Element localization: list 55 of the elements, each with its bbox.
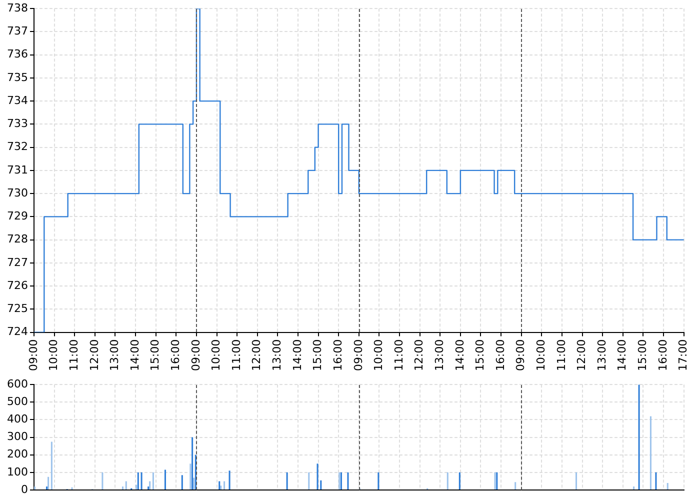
x-tick-label: 09:00 [514, 339, 528, 372]
x-tick-label: 10:00 [47, 339, 60, 372]
y-tick-label: 733 [7, 117, 28, 130]
x-tick-label: 09:00 [352, 339, 365, 372]
y-tick-label: 734 [7, 94, 28, 107]
x-tick-label: 10:00 [210, 339, 223, 372]
y-tick-label: 735 [7, 70, 28, 84]
x-tick-label: 14:00 [453, 339, 466, 372]
x-tick-label: 09:00 [26, 339, 40, 372]
y-tick-label: 738 [7, 1, 28, 14]
y-tick-label: 400 [7, 412, 28, 426]
y-tick-label: 728 [7, 232, 28, 246]
x-tick-label: 10:00 [372, 339, 386, 372]
y-tick-label: 300 [7, 430, 28, 444]
x-tick-label: 16:00 [331, 339, 344, 372]
x-tick-label: 12:00 [575, 339, 588, 372]
y-tick-label: 724 [7, 325, 28, 338]
x-tick-label: 13:00 [595, 339, 608, 372]
x-tick-label: 09:00 [189, 339, 202, 372]
x-tick-label: 11:00 [554, 339, 568, 372]
x-tick-label: 15:00 [148, 339, 162, 372]
y-tick-label: 727 [7, 256, 28, 269]
x-tick-label: 13:00 [108, 339, 122, 372]
y-tick-label: 0 [21, 482, 28, 496]
x-tick-label: 12:00 [412, 339, 426, 372]
x-tick-label: 11:00 [392, 339, 406, 372]
y-tick-label: 731 [7, 163, 28, 176]
x-tick-label: 16:00 [169, 339, 182, 372]
y-tick-label: 725 [7, 302, 28, 316]
y-tick-label: 600 [7, 377, 28, 390]
y-tick-label: 737 [7, 24, 28, 38]
x-tick-label: 15:00 [636, 339, 650, 372]
x-tick-label: 14:00 [616, 339, 629, 372]
x-tick-label: 16:00 [656, 339, 670, 372]
x-tick-label: 10:00 [534, 339, 548, 372]
y-tick-label: 732 [7, 140, 28, 154]
x-tick-label: 15:00 [311, 339, 324, 372]
y-tick-label: 729 [7, 210, 28, 223]
x-tick-label: 14:00 [290, 339, 304, 372]
x-tick-label: 15:00 [474, 339, 487, 372]
x-tick-label: 11:00 [67, 339, 80, 372]
x-tick-label: 12:00 [88, 339, 101, 372]
x-tick-label: 13:00 [432, 339, 446, 372]
x-tick-label: 17:00 [676, 339, 690, 372]
y-tick-label: 100 [7, 465, 28, 478]
y-tick-label: 726 [7, 278, 28, 292]
x-tick-label: 13:00 [270, 339, 284, 372]
y-tick-label: 500 [7, 395, 28, 408]
x-tick-label: 16:00 [494, 339, 507, 372]
x-tick-label: 11:00 [230, 339, 243, 372]
y-tick-label: 200 [7, 448, 28, 461]
y-tick-label: 736 [7, 48, 28, 61]
y-tick-label: 730 [7, 186, 28, 200]
x-tick-label: 12:00 [250, 339, 264, 372]
x-tick-label: 14:00 [128, 339, 142, 372]
